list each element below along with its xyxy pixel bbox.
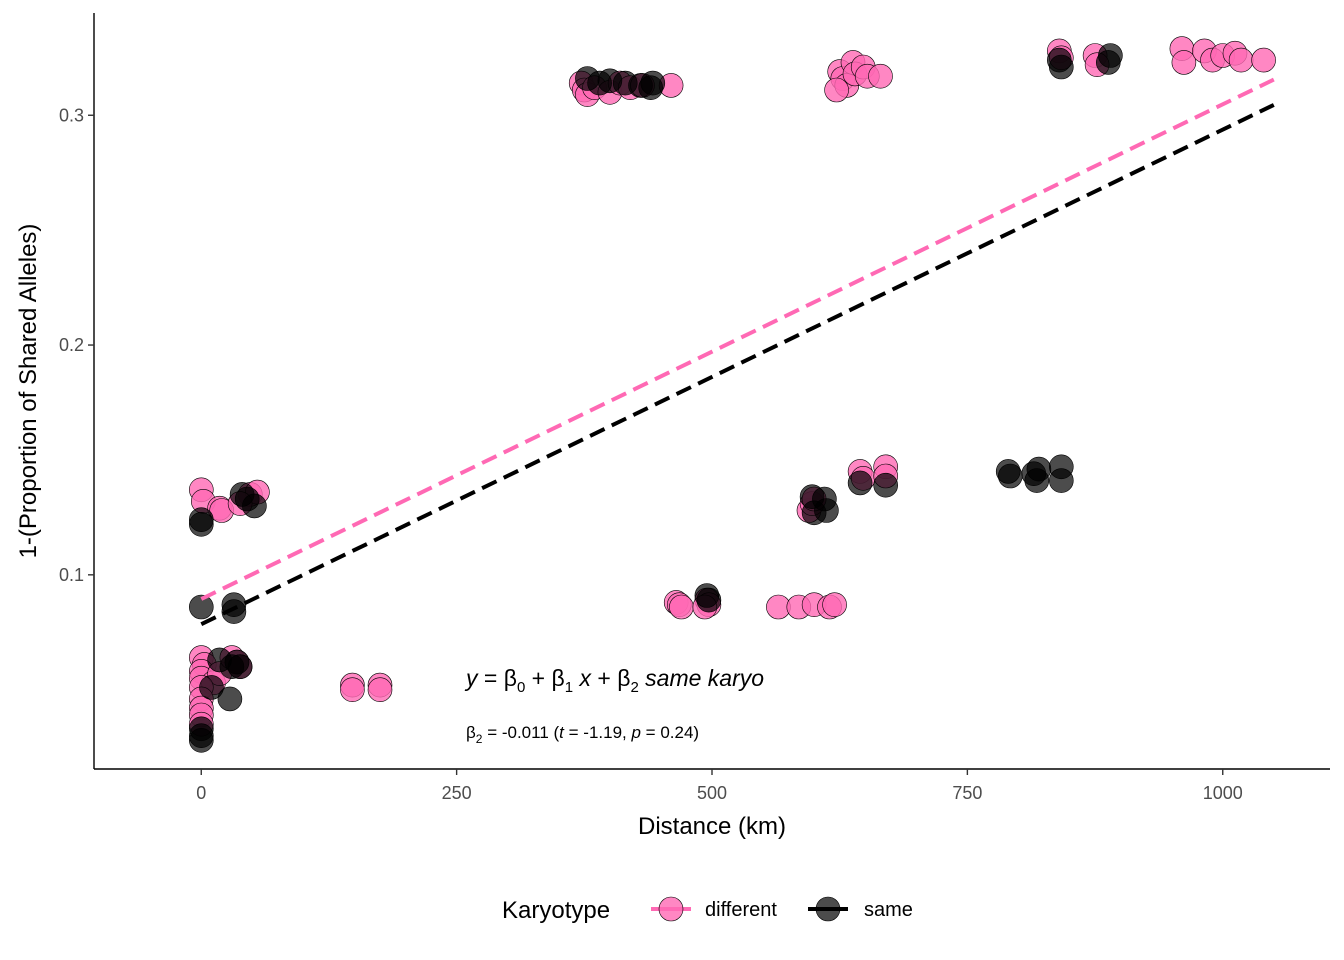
point-different-22 xyxy=(340,677,365,703)
point-different-44 xyxy=(822,592,847,618)
x-axis-title: Distance (km) xyxy=(638,813,786,840)
point-different-72 xyxy=(1251,47,1276,73)
point-same-31 xyxy=(873,472,899,498)
point-same-5 xyxy=(189,594,214,620)
legend-label-different: different xyxy=(705,899,777,921)
point-different-55 xyxy=(868,63,893,89)
y-tick-label-2: 0.3 xyxy=(59,105,84,125)
point-different-66 xyxy=(1171,50,1197,75)
y-tick-label-0: 0.1 xyxy=(59,565,84,585)
fit-line-same xyxy=(200,103,1275,627)
point-same-36 xyxy=(1026,456,1052,482)
equation-annotation: y = β0 + β1 x + β2 same karyo xyxy=(464,665,764,696)
x-tick-label-3: 750 xyxy=(952,783,982,803)
point-different-56 xyxy=(824,77,849,103)
point-same-38 xyxy=(1049,468,1074,493)
point-same-13 xyxy=(217,686,243,712)
points-layer xyxy=(189,36,1276,753)
point-same-40 xyxy=(1049,54,1074,80)
point-same-16 xyxy=(227,654,253,680)
point-same-23 xyxy=(640,70,666,96)
legend: Karyotype different same xyxy=(502,896,913,924)
point-same-4 xyxy=(242,493,267,519)
point-different-71 xyxy=(1228,47,1254,73)
point-same-7 xyxy=(221,599,247,624)
point-different-36 xyxy=(669,594,694,620)
x-tick-label-1: 250 xyxy=(442,783,472,803)
y-tick-label-1: 0.2 xyxy=(59,335,84,355)
point-same-25 xyxy=(696,587,722,613)
legend-key-same xyxy=(808,896,848,922)
x-tick-label-4: 1000 xyxy=(1203,783,1243,803)
fit-line-different xyxy=(200,77,1275,601)
legend-key-different xyxy=(651,896,691,922)
point-same-30 xyxy=(847,470,873,496)
point-same-1 xyxy=(189,511,214,537)
y-axis-title: 1-(Proportion of Shared Alleles) xyxy=(15,224,42,559)
point-different-24 xyxy=(367,677,393,703)
legend-title: Karyotype xyxy=(502,897,610,924)
beta2-stat-annotation: β2 = -0.011 (t = -1.19, p = 0.24) xyxy=(466,723,699,746)
point-same-11 xyxy=(199,675,224,700)
legend-label-same: same xyxy=(864,899,913,921)
x-tick-label-0: 0 xyxy=(196,783,206,803)
ticks-layer: 0 250 500 750 1000 0.1 0.2 0.3 xyxy=(59,105,1243,803)
point-same-29 xyxy=(814,498,839,523)
x-tick-label-2: 500 xyxy=(697,783,727,803)
point-same-42 xyxy=(1096,50,1121,75)
fit-lines-layer xyxy=(200,77,1275,627)
point-same-10 xyxy=(189,727,214,753)
point-same-33 xyxy=(997,463,1023,489)
